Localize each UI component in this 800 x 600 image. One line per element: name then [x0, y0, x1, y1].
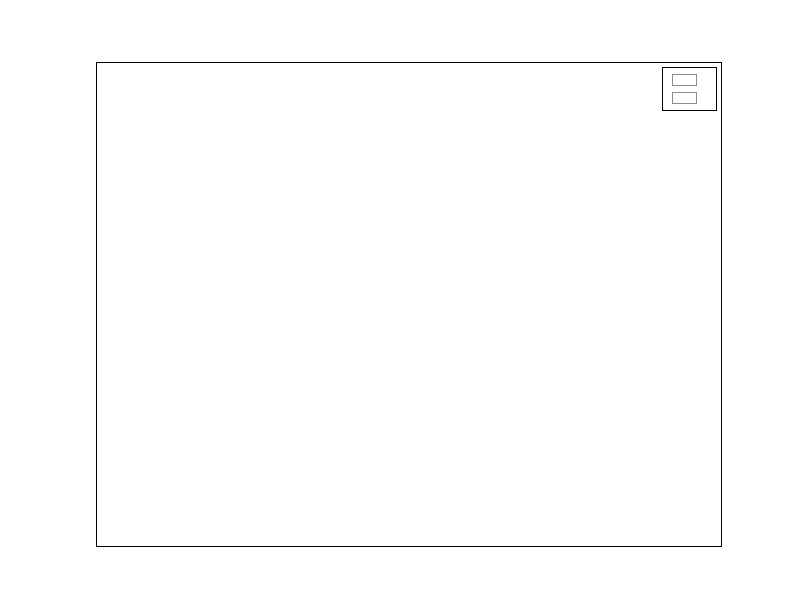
plot-area — [96, 62, 722, 547]
axis-ticks-layer — [97, 63, 721, 546]
legend-entry-tp — [672, 74, 707, 86]
tp-legend-swatch-icon — [672, 74, 697, 86]
fp-legend-swatch-icon — [672, 92, 697, 104]
legend-entry-fp — [672, 92, 707, 104]
legend — [662, 67, 717, 111]
